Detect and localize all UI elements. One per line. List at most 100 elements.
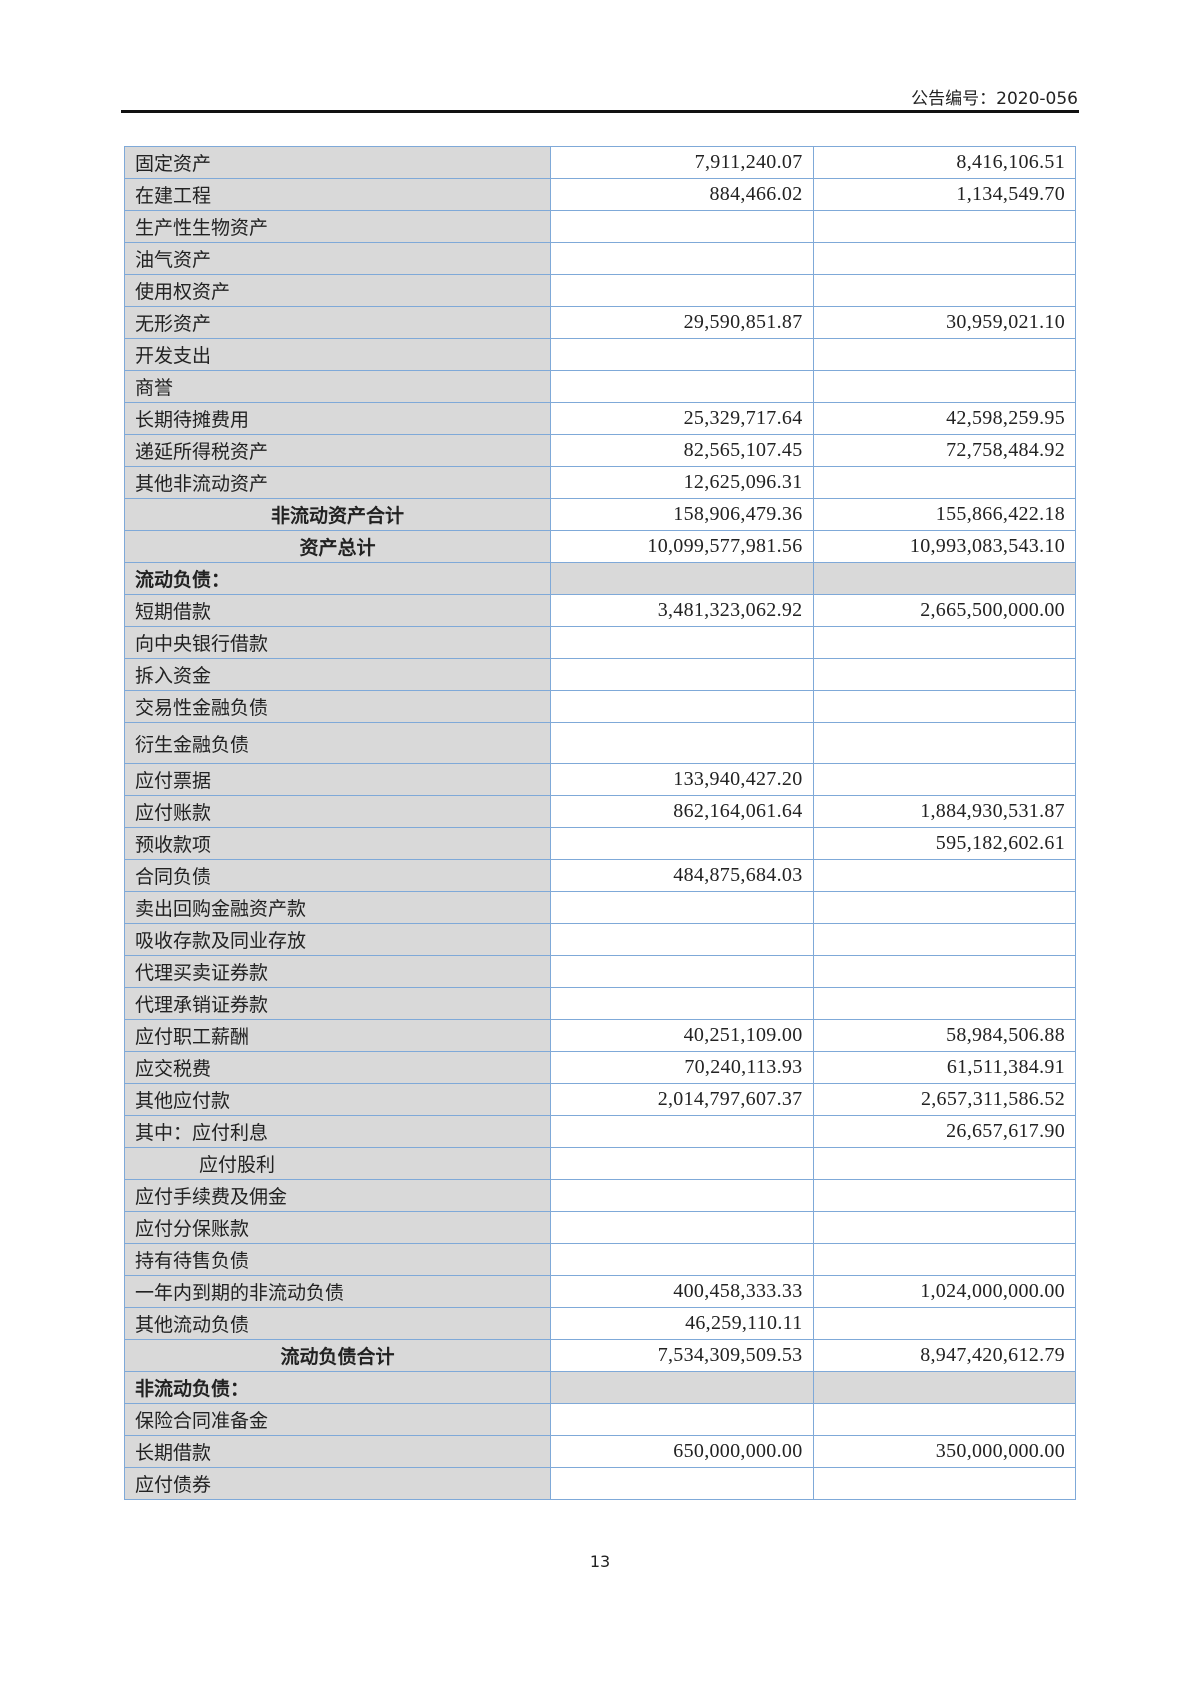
current-period-value: 862,164,061.64 [550, 795, 814, 828]
previous-period-value [812, 763, 1076, 796]
previous-period-value [812, 562, 1076, 595]
current-period-value: 400,458,333.33 [550, 1275, 814, 1308]
previous-period-value [812, 690, 1076, 723]
row-label: 应付票据 [124, 763, 551, 796]
table-row: 应交税费 70,240,113.93 61,511,384.91 [124, 1051, 1076, 1084]
row-label: 预收款项 [124, 827, 551, 860]
row-label: 交易性金融负债 [124, 690, 551, 723]
row-label: 无形资产 [124, 306, 551, 339]
row-label: 流动负债合计 [124, 1339, 551, 1372]
table-row: 保险合同准备金 [124, 1403, 1076, 1436]
current-period-value: 158,906,479.36 [550, 498, 814, 531]
current-period-value [550, 1147, 814, 1180]
previous-period-value: 1,884,930,531.87 [812, 795, 1076, 828]
current-period-value: 10,099,577,981.56 [550, 530, 814, 563]
row-label: 向中央银行借款 [124, 626, 551, 659]
current-period-value [550, 891, 814, 924]
table-row: 应付分保账款 [124, 1211, 1076, 1244]
row-label: 卖出回购金融资产款 [124, 891, 551, 924]
row-label: 长期待摊费用 [124, 402, 551, 435]
previous-period-value: 26,657,617.90 [812, 1115, 1076, 1148]
row-label: 合同负债 [124, 859, 551, 892]
current-period-value [550, 1211, 814, 1244]
table-row: 其中：应付利息 26,657,617.90 [124, 1115, 1076, 1148]
table-row: 其他流动负债 46,259,110.11 [124, 1307, 1076, 1340]
previous-period-value: 1,134,549.70 [812, 178, 1076, 211]
balance-sheet-table: 固定资产 7,911,240.07 8,416,106.51 在建工程 884,466.… [124, 146, 1076, 1500]
table-row: 衍生金融负债 [124, 722, 1076, 764]
row-label: 商誉 [124, 370, 551, 403]
row-label: 一年内到期的非流动负债 [124, 1275, 551, 1308]
row-label: 使用权资产 [124, 274, 551, 307]
previous-period-value [812, 923, 1076, 956]
row-label: 在建工程 [124, 178, 551, 211]
current-period-value [550, 1467, 814, 1500]
row-label: 应付职工薪酬 [124, 1019, 551, 1052]
table-row: 使用权资产 [124, 274, 1076, 307]
previous-period-value [812, 859, 1076, 892]
previous-period-value [812, 1403, 1076, 1436]
table-row: 预收款项 595,182,602.61 [124, 827, 1076, 860]
row-label: 保险合同准备金 [124, 1403, 551, 1436]
current-period-value [550, 210, 814, 243]
previous-period-value: 595,182,602.61 [812, 827, 1076, 860]
previous-period-value [812, 1371, 1076, 1404]
header-rule [121, 110, 1079, 113]
row-label: 油气资产 [124, 242, 551, 275]
previous-period-value [812, 722, 1076, 764]
current-period-value [550, 722, 814, 764]
row-label: 应交税费 [124, 1051, 551, 1084]
previous-period-value: 2,665,500,000.00 [812, 594, 1076, 627]
section-header-row: 非流动负债： [124, 1371, 1076, 1404]
row-label: 开发支出 [124, 338, 551, 371]
previous-period-value: 42,598,259.95 [812, 402, 1076, 435]
previous-period-value [812, 370, 1076, 403]
table-row: 开发支出 [124, 338, 1076, 371]
table-row: 长期待摊费用 25,329,717.64 42,598,259.95 [124, 402, 1076, 435]
current-period-value: 82,565,107.45 [550, 434, 814, 467]
current-period-value [550, 955, 814, 988]
current-period-value [550, 987, 814, 1020]
table-row: 持有待售负债 [124, 1243, 1076, 1276]
previous-period-value: 1,024,000,000.00 [812, 1275, 1076, 1308]
row-label: 衍生金融负债 [124, 722, 551, 764]
row-label: 生产性生物资产 [124, 210, 551, 243]
current-period-value [550, 370, 814, 403]
current-period-value [550, 1403, 814, 1436]
previous-period-value [812, 274, 1076, 307]
previous-period-value [812, 1307, 1076, 1340]
table-row: 应付手续费及佣金 [124, 1179, 1076, 1212]
previous-period-value [812, 1467, 1076, 1500]
row-label: 吸收存款及同业存放 [124, 923, 551, 956]
current-period-value: 12,625,096.31 [550, 466, 814, 499]
table-row: 一年内到期的非流动负债 400,458,333.33 1,024,000,000.0… [124, 1275, 1076, 1308]
previous-period-value [812, 658, 1076, 691]
previous-period-value [812, 1179, 1076, 1212]
table-row: 在建工程 884,466.02 1,134,549.70 [124, 178, 1076, 211]
page-number: 13 [589, 1552, 611, 1571]
row-label: 其他流动负债 [124, 1307, 551, 1340]
current-period-value [550, 827, 814, 860]
row-label: 其他应付款 [124, 1083, 551, 1116]
current-period-value: 40,251,109.00 [550, 1019, 814, 1052]
table-row: 油气资产 [124, 242, 1076, 275]
row-label: 代理承销证券款 [124, 987, 551, 1020]
row-label: 代理买卖证券款 [124, 955, 551, 988]
row-label: 资产总计 [124, 530, 551, 563]
table-row: 拆入资金 [124, 658, 1076, 691]
previous-period-value: 58,984,506.88 [812, 1019, 1076, 1052]
row-label: 非流动资产合计 [124, 498, 551, 531]
row-label: 拆入资金 [124, 658, 551, 691]
current-period-value: 484,875,684.03 [550, 859, 814, 892]
table-row: 应付债券 [124, 1467, 1076, 1500]
current-period-value: 7,911,240.07 [550, 146, 814, 179]
table-row: 无形资产 29,590,851.87 30,959,021.10 [124, 306, 1076, 339]
current-period-value: 650,000,000.00 [550, 1435, 814, 1468]
table-row: 代理承销证券款 [124, 987, 1076, 1020]
previous-period-value [812, 210, 1076, 243]
row-label: 应付账款 [124, 795, 551, 828]
table-row: 应付职工薪酬 40,251,109.00 58,984,506.88 [124, 1019, 1076, 1052]
table-row: 吸收存款及同业存放 [124, 923, 1076, 956]
table-row: 交易性金融负债 [124, 690, 1076, 723]
previous-period-value [812, 1147, 1076, 1180]
